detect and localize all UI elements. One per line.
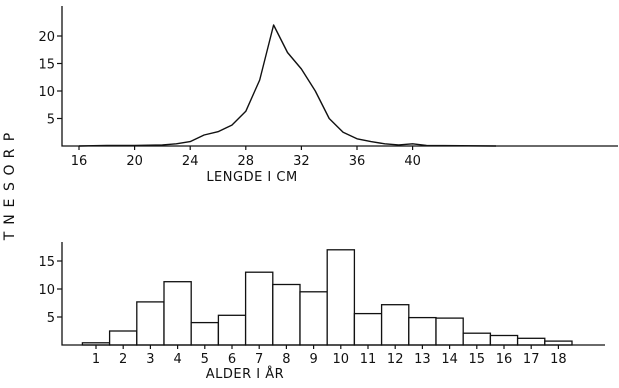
y-axis-label-char: T (2, 231, 18, 241)
y-tick-label: 10 (38, 283, 55, 298)
age-bar (326, 249, 356, 346)
y-axis-label-char: S (2, 182, 18, 191)
age-bar (435, 317, 464, 346)
x-tick-label: 28 (238, 154, 255, 169)
x-tick-label: 5 (201, 352, 209, 367)
x-tick-label: 15 (469, 352, 486, 367)
y-tick-label: 15 (38, 255, 55, 270)
x-tick-label: 10 (333, 352, 350, 367)
age-bar (380, 304, 410, 346)
y-axis-label-char: E (2, 199, 18, 208)
age-bar (408, 316, 437, 346)
x-tick-label: 17 (523, 352, 540, 367)
length-chart-x-ticks: 16 20 24 28 32 36 40 (71, 146, 421, 169)
age-bar (136, 301, 165, 346)
length-distribution-line (78, 24, 497, 147)
age-bar (244, 271, 274, 346)
age-bar (462, 332, 492, 346)
x-tick-label: 14 (441, 352, 458, 367)
x-tick-label: 1 (92, 352, 100, 367)
length-chart-x-axis-title: LENGDE I CM (206, 170, 297, 185)
x-tick-label: 12 (387, 352, 404, 367)
length-chart-axes (61, 6, 618, 147)
x-tick-label: 16 (496, 352, 513, 367)
length-line-chart: 5 10 15 20 16 20 24 28 32 36 40 LENGDE I CM (38, 6, 618, 185)
x-tick-label: 9 (309, 352, 317, 367)
x-tick-label: 13 (414, 352, 431, 367)
age-bar (489, 334, 519, 346)
x-tick-label: 7 (255, 352, 263, 367)
y-axis-label-char: R (2, 148, 18, 158)
y-tick-label: 15 (38, 58, 55, 73)
x-tick-label: 2 (119, 352, 127, 367)
x-tick-label: 24 (182, 154, 199, 169)
age-bar (353, 312, 383, 346)
age-chart-axes (61, 242, 605, 346)
x-tick-label: 6 (228, 352, 236, 367)
y-axis-label-char: P (2, 133, 18, 141)
x-tick-label: 40 (404, 154, 421, 169)
y-tick-label: 5 (47, 113, 55, 128)
x-tick-label: 4 (173, 352, 181, 367)
x-tick-label: 20 (126, 154, 143, 169)
age-chart-x-ticks: 1 2 3 4 5 6 7 8 9 10 11 12 13 14 15 16 17 18 (92, 345, 567, 367)
x-tick-label: 36 (349, 154, 366, 169)
x-tick-label: 3 (146, 352, 154, 367)
y-axis-label-char: O (2, 164, 18, 175)
age-chart-x-axis-title: ALDER I ÅR (206, 366, 284, 382)
age-bar (217, 314, 247, 346)
x-tick-label: 11 (360, 352, 377, 367)
x-tick-label: 8 (282, 352, 290, 367)
age-bar (299, 291, 328, 346)
age-bar (190, 321, 220, 346)
age-bar (163, 281, 192, 346)
x-tick-label: 18 (550, 352, 567, 367)
x-tick-label: 32 (293, 154, 310, 169)
y-tick-label: 10 (38, 85, 55, 100)
age-bar (516, 337, 546, 346)
y-axis-label-char: N (2, 214, 18, 224)
length-chart-y-ticks: 5 10 15 20 (38, 30, 62, 128)
age-bar (272, 283, 301, 346)
age-bar (108, 330, 138, 346)
x-tick-label: 16 (71, 154, 88, 169)
age-chart-y-ticks: 5 10 15 (38, 255, 62, 326)
age-bars (81, 249, 573, 346)
y-tick-label: 5 (47, 311, 55, 326)
y-tick-label: 20 (38, 30, 55, 45)
